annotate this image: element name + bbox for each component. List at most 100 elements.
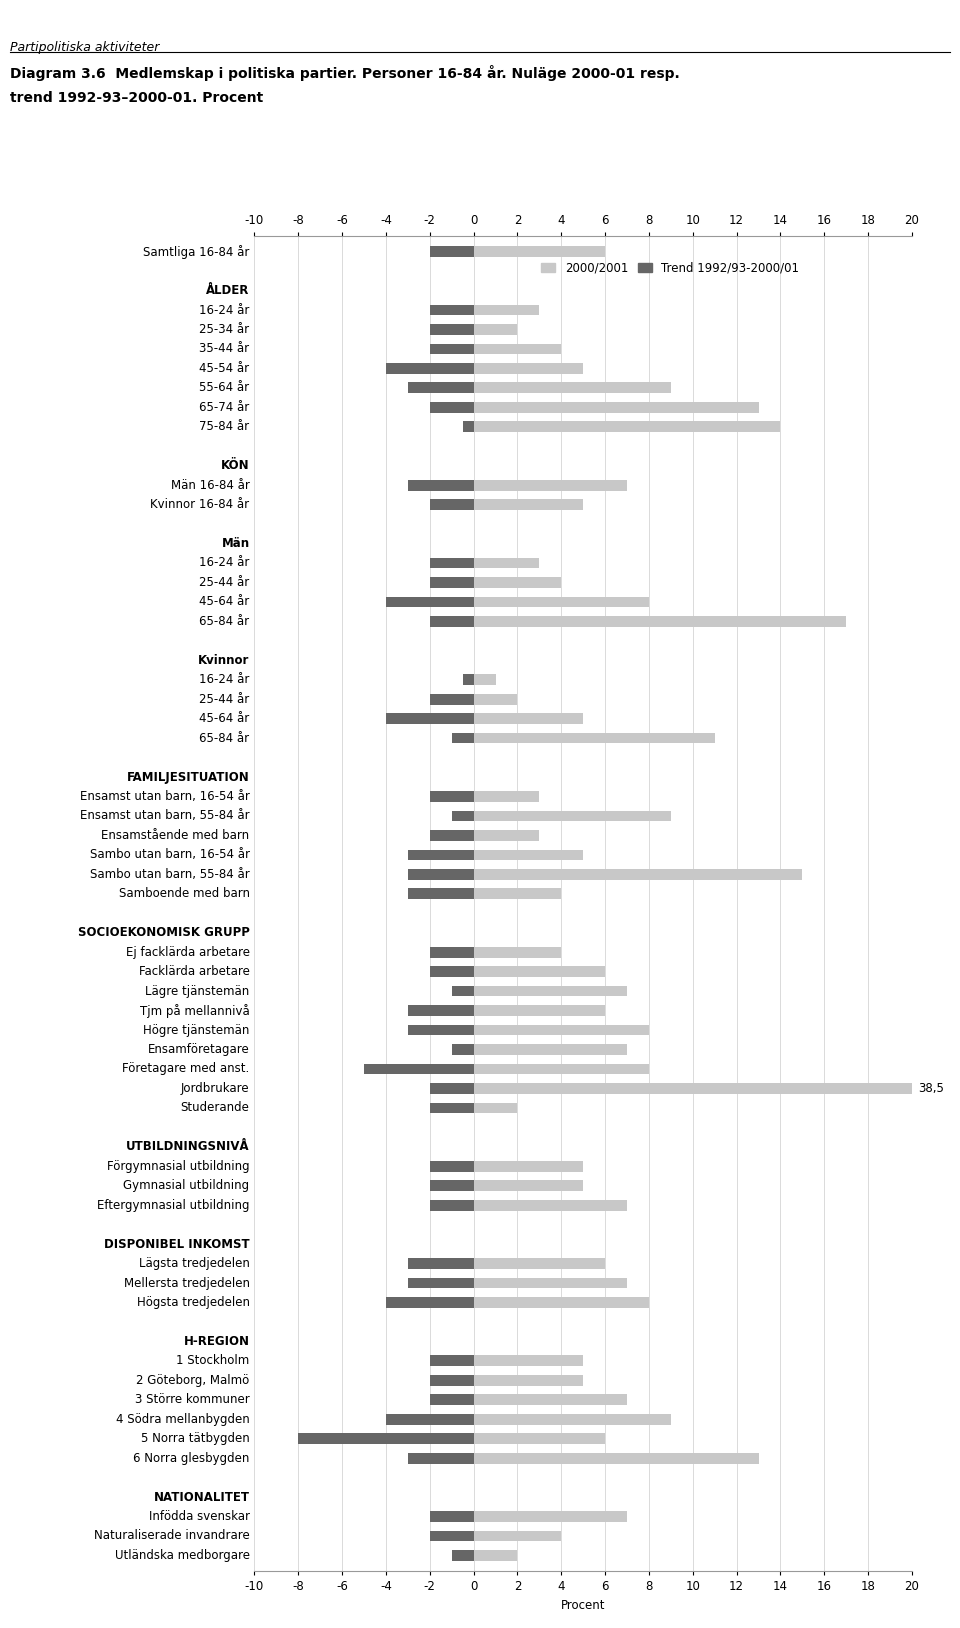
Legend: 2000/2001, Trend 1992/93-2000/01: 2000/2001, Trend 1992/93-2000/01 <box>537 256 804 278</box>
Bar <box>386 1298 473 1307</box>
Bar <box>386 363 473 374</box>
Bar <box>473 480 627 490</box>
Bar <box>473 1550 517 1561</box>
Bar <box>473 987 627 996</box>
Bar <box>430 791 473 803</box>
Text: Ensamstående med barn: Ensamstående med barn <box>102 829 250 842</box>
Bar <box>408 889 473 899</box>
Bar <box>463 674 473 685</box>
Bar <box>299 1433 473 1444</box>
Text: Mellersta tredjedelen: Mellersta tredjedelen <box>124 1276 250 1289</box>
Text: 16-24 år: 16-24 år <box>200 303 250 316</box>
Bar <box>386 1413 473 1424</box>
Bar <box>408 850 473 860</box>
Bar <box>452 1550 473 1561</box>
Bar <box>430 1180 473 1192</box>
Text: Högre tjänstemän: Högre tjänstemän <box>143 1024 250 1037</box>
Bar <box>430 1530 473 1542</box>
Text: KÖN: KÖN <box>221 459 250 472</box>
Bar <box>473 558 540 568</box>
Bar <box>473 947 562 957</box>
Text: Facklärda arbetare: Facklärda arbetare <box>139 965 250 978</box>
Bar <box>473 1433 605 1444</box>
Bar <box>473 869 803 879</box>
Text: Företagare med anst.: Företagare med anst. <box>122 1063 250 1076</box>
Text: Utländska medborgare: Utländska medborgare <box>114 1548 250 1561</box>
Bar <box>463 422 473 431</box>
Bar <box>473 1102 517 1114</box>
Bar <box>473 246 605 257</box>
Bar <box>473 811 671 821</box>
Bar <box>473 1530 562 1542</box>
Bar <box>430 1161 473 1172</box>
Bar <box>473 791 540 803</box>
Text: Studerande: Studerande <box>180 1102 250 1115</box>
Text: 6 Norra glesbygden: 6 Norra glesbygden <box>133 1452 250 1465</box>
Bar <box>473 1180 584 1192</box>
X-axis label: Procent: Procent <box>561 1599 606 1612</box>
Bar <box>430 830 473 840</box>
Text: 5 Norra tätbygden: 5 Norra tätbygden <box>141 1433 250 1446</box>
Bar <box>430 1511 473 1522</box>
Bar <box>473 830 540 840</box>
Text: Jordbrukare: Jordbrukare <box>181 1083 250 1096</box>
Text: 45-54 år: 45-54 år <box>200 361 250 374</box>
Text: SOCIOEKONOMISK GRUPP: SOCIOEKONOMISK GRUPP <box>78 926 250 939</box>
Bar <box>430 304 473 316</box>
Bar <box>430 615 473 627</box>
Text: Samboende med barn: Samboende med barn <box>119 887 250 900</box>
Text: Tjm på mellannivå: Tjm på mellannivå <box>140 1003 250 1018</box>
Text: NATIONALITET: NATIONALITET <box>154 1491 250 1504</box>
Bar <box>408 1258 473 1268</box>
Bar <box>473 596 649 607</box>
Bar <box>408 1004 473 1016</box>
Bar <box>473 1356 584 1366</box>
Bar <box>473 1083 912 1094</box>
Bar <box>473 1044 627 1055</box>
Text: Kvinnor 16-84 år: Kvinnor 16-84 år <box>151 498 250 511</box>
Bar <box>473 576 562 588</box>
Text: 38,5: 38,5 <box>919 1083 945 1096</box>
Text: Sambo utan barn, 16-54 år: Sambo utan barn, 16-54 år <box>89 848 250 861</box>
Text: Kvinnor: Kvinnor <box>198 654 250 667</box>
Text: FAMILJESITUATION: FAMILJESITUATION <box>127 770 250 783</box>
Bar <box>430 324 473 335</box>
Text: 45-64 år: 45-64 år <box>200 596 250 609</box>
Bar <box>473 733 715 744</box>
Text: Gymnasial utbildning: Gymnasial utbildning <box>124 1179 250 1192</box>
Bar <box>430 1083 473 1094</box>
Bar <box>473 694 517 705</box>
Bar <box>473 402 758 412</box>
Bar <box>473 1161 584 1172</box>
Text: UTBILDNINGSNIVÅ: UTBILDNINGSNIVÅ <box>126 1140 250 1153</box>
Bar <box>452 987 473 996</box>
Text: 4 Södra mellanbygden: 4 Södra mellanbygden <box>116 1413 250 1426</box>
Text: Samtliga 16-84 år: Samtliga 16-84 år <box>143 244 250 259</box>
Bar <box>408 1452 473 1464</box>
Bar <box>430 402 473 412</box>
Bar <box>408 1278 473 1288</box>
Text: 75-84 år: 75-84 år <box>200 420 250 433</box>
Bar <box>473 1024 649 1035</box>
Bar <box>473 850 584 860</box>
Bar <box>430 558 473 568</box>
Text: ÅLDER: ÅLDER <box>206 283 250 296</box>
Bar <box>430 947 473 957</box>
Bar <box>473 1063 649 1074</box>
Bar <box>473 889 562 899</box>
Text: Sambo utan barn, 55-84 år: Sambo utan barn, 55-84 år <box>90 868 250 881</box>
Text: Lägre tjänstemän: Lägre tjänstemän <box>145 985 250 998</box>
Bar <box>473 1511 627 1522</box>
Bar <box>473 500 584 510</box>
Text: Män 16-84 år: Män 16-84 år <box>171 479 250 492</box>
Bar <box>430 1356 473 1366</box>
Bar <box>473 363 584 374</box>
Text: 35-44 år: 35-44 år <box>200 342 250 355</box>
Text: Högsta tredjedelen: Högsta tredjedelen <box>136 1296 250 1309</box>
Bar <box>473 615 847 627</box>
Text: 25-34 år: 25-34 år <box>200 322 250 335</box>
Bar <box>430 1395 473 1405</box>
Bar <box>430 246 473 257</box>
Bar <box>473 1298 649 1307</box>
Bar <box>452 811 473 821</box>
